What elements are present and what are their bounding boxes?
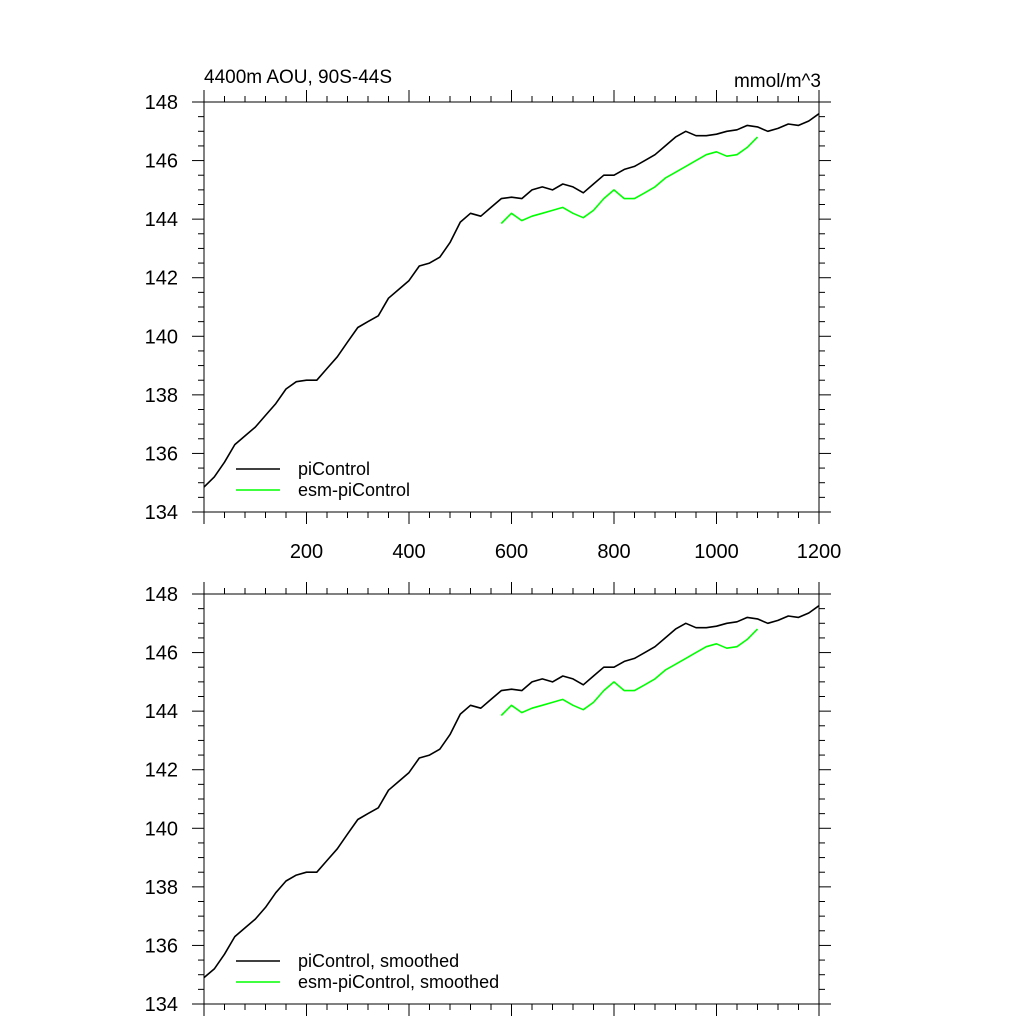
- bottom-panel: 134 136 138 140 142 144 146 148 piControl, smoot…: [145, 582, 831, 1016]
- x-tick-label: 600: [495, 541, 528, 563]
- legend-label: esm-piControl, smoothed: [298, 972, 499, 992]
- y-tick-label: 136: [145, 443, 178, 465]
- y-tick-label: 148: [145, 92, 178, 114]
- x-tick-label: 400: [392, 541, 425, 563]
- legend-label: esm-piControl: [298, 480, 410, 500]
- top-panel: 134 136 138 140 142 144 146 148 200 400 600 800 1000…: [145, 67, 842, 563]
- x-tick-label: 1000: [694, 541, 739, 563]
- y-tick-label: 138: [145, 385, 178, 407]
- y-tick-label: 148: [145, 584, 178, 606]
- y-tick-label: 142: [145, 268, 178, 290]
- y-tick-label: 134: [145, 994, 178, 1016]
- units-label: mmol/m^3: [734, 71, 821, 92]
- chart-title: 4400m AOU, 90S-44S: [204, 67, 392, 88]
- x-tick-label: 800: [597, 541, 630, 563]
- series-line-picontrol: [203, 113, 820, 488]
- series-line-esm-picontrol: [500, 136, 759, 225]
- series-line-esm-picontrol: [500, 628, 759, 717]
- plot-frame: [203, 101, 820, 513]
- y-tick-label: 140: [145, 818, 178, 840]
- x-tick-label: 1200: [797, 541, 842, 563]
- legend-label: piControl, smoothed: [298, 951, 459, 971]
- y-tick-label: 146: [145, 151, 178, 173]
- series-line-picontrol: [203, 605, 820, 979]
- x-tick-label: 200: [290, 541, 323, 563]
- legend-label: piControl: [298, 459, 370, 479]
- y-tick-label: 138: [145, 877, 178, 899]
- y-tick-label: 146: [145, 643, 178, 665]
- y-tick-label: 134: [145, 502, 178, 524]
- y-tick-label: 144: [145, 209, 178, 231]
- plot-frame: [203, 593, 820, 1005]
- y-tick-label: 140: [145, 326, 178, 348]
- y-tick-label: 136: [145, 935, 178, 957]
- y-tick-label: 144: [145, 701, 178, 723]
- y-tick-label: 142: [145, 760, 178, 782]
